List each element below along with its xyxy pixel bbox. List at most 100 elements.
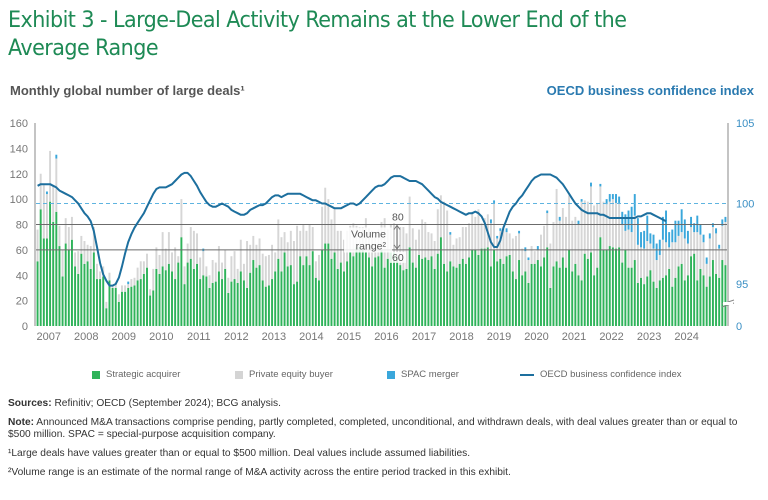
bar-private-equity <box>152 268 155 291</box>
bar-private-equity <box>189 227 192 259</box>
bar-strategic <box>486 247 489 326</box>
bar-strategic <box>424 257 427 326</box>
bar-private-equity <box>414 239 417 268</box>
bar-private-equity <box>317 254 320 281</box>
bar-private-equity <box>271 244 274 280</box>
bar-strategic <box>686 275 689 326</box>
bar-private-equity <box>333 209 336 253</box>
bar-strategic <box>615 248 617 326</box>
bar-private-equity <box>508 233 511 255</box>
bar-strategic <box>371 266 374 326</box>
bar-spac <box>577 220 580 225</box>
bar-strategic <box>258 265 261 326</box>
bar-strategic <box>105 308 108 326</box>
bar-private-equity <box>590 186 592 253</box>
bar-spac <box>127 281 130 285</box>
bar-strategic <box>196 263 198 326</box>
bar-private-equity <box>117 294 120 302</box>
bar-strategic <box>114 287 117 326</box>
bar-private-equity <box>246 240 249 288</box>
bar-private-equity <box>680 232 683 264</box>
bar-strategic <box>314 277 317 326</box>
bar-strategic <box>661 277 664 326</box>
bar-strategic <box>405 268 408 326</box>
bar-private-equity <box>636 244 639 283</box>
bar-private-equity <box>299 230 302 257</box>
bar-strategic <box>436 253 439 326</box>
bar-strategic <box>386 258 389 326</box>
bar-strategic <box>86 261 89 326</box>
bar-private-equity <box>427 232 430 261</box>
sources-note: Sources: Refinitiv; OECD (September 2024… <box>8 398 760 410</box>
general-note: Note: Announced M&A transactions compris… <box>8 417 760 441</box>
bar-spac <box>630 206 633 233</box>
bar-private-equity <box>305 230 308 257</box>
bar-strategic <box>364 252 367 326</box>
bar-private-equity <box>177 256 180 263</box>
legend-item-strategic: Strategic acquirer <box>92 369 180 380</box>
bar-strategic <box>693 253 696 326</box>
bar-spac <box>496 235 499 239</box>
bar-private-equity <box>408 196 411 248</box>
legend-label: SPAC merger <box>401 369 459 380</box>
bar-strategic <box>705 286 708 326</box>
bar-strategic <box>283 252 286 326</box>
bar-private-equity <box>524 251 527 272</box>
bar-strategic <box>58 246 61 326</box>
bar-private-equity <box>555 188 558 262</box>
bar-private-equity <box>302 224 305 266</box>
bar-private-equity <box>690 227 693 257</box>
bar-strategic <box>292 284 295 326</box>
bar-strategic <box>514 279 517 326</box>
bar-spac <box>665 210 667 243</box>
bar-private-equity <box>114 282 117 288</box>
bar-private-equity <box>436 209 439 254</box>
bar-strategic <box>580 280 583 326</box>
bar-private-equity <box>399 227 402 266</box>
y-tick-label: 80 <box>16 220 28 232</box>
bar-strategic <box>261 280 264 326</box>
bar-strategic <box>42 238 45 326</box>
bar-private-equity <box>661 239 664 278</box>
y-tick-label: 100 <box>10 194 28 206</box>
bar-private-equity <box>708 238 711 277</box>
bar-strategic <box>55 211 58 326</box>
bar-spac <box>711 223 714 228</box>
bar-private-equity <box>536 249 539 261</box>
bar-spac <box>493 200 496 203</box>
bar-private-equity <box>468 223 471 258</box>
bar-private-equity <box>92 227 95 253</box>
bar-private-equity <box>533 251 536 264</box>
bar-strategic <box>199 279 202 326</box>
bar-strategic <box>52 221 55 326</box>
bar-strategic <box>221 279 224 326</box>
bar-strategic <box>127 287 130 326</box>
bar-private-equity <box>289 230 292 266</box>
bar-private-equity <box>121 285 123 292</box>
legend-swatch-private-equity <box>235 370 243 379</box>
bar-strategic <box>208 287 211 326</box>
bar-private-equity <box>411 228 414 263</box>
bar-spac <box>724 216 727 222</box>
bar-private-equity <box>565 216 567 268</box>
bar-private-equity <box>99 271 102 280</box>
bar-strategic <box>161 266 164 326</box>
bar-private-equity <box>608 201 611 247</box>
bar-private-equity <box>405 233 408 269</box>
bar-spac <box>627 210 630 230</box>
bar-strategic <box>374 257 377 326</box>
bar-strategic <box>124 291 127 326</box>
bar-private-equity <box>186 243 189 263</box>
bar-private-equity <box>511 238 514 272</box>
bar-strategic <box>267 285 270 326</box>
bar-strategic <box>674 277 677 326</box>
bar-strategic <box>346 261 349 326</box>
bar-private-equity <box>255 244 258 268</box>
bar-private-equity <box>327 199 330 244</box>
bar-spac <box>655 243 658 261</box>
bar-private-equity <box>139 261 142 280</box>
x-tick-label: 2020 <box>524 331 548 343</box>
bar-private-equity <box>574 216 577 264</box>
bar-private-equity <box>649 243 652 271</box>
bar-strategic <box>246 287 249 326</box>
